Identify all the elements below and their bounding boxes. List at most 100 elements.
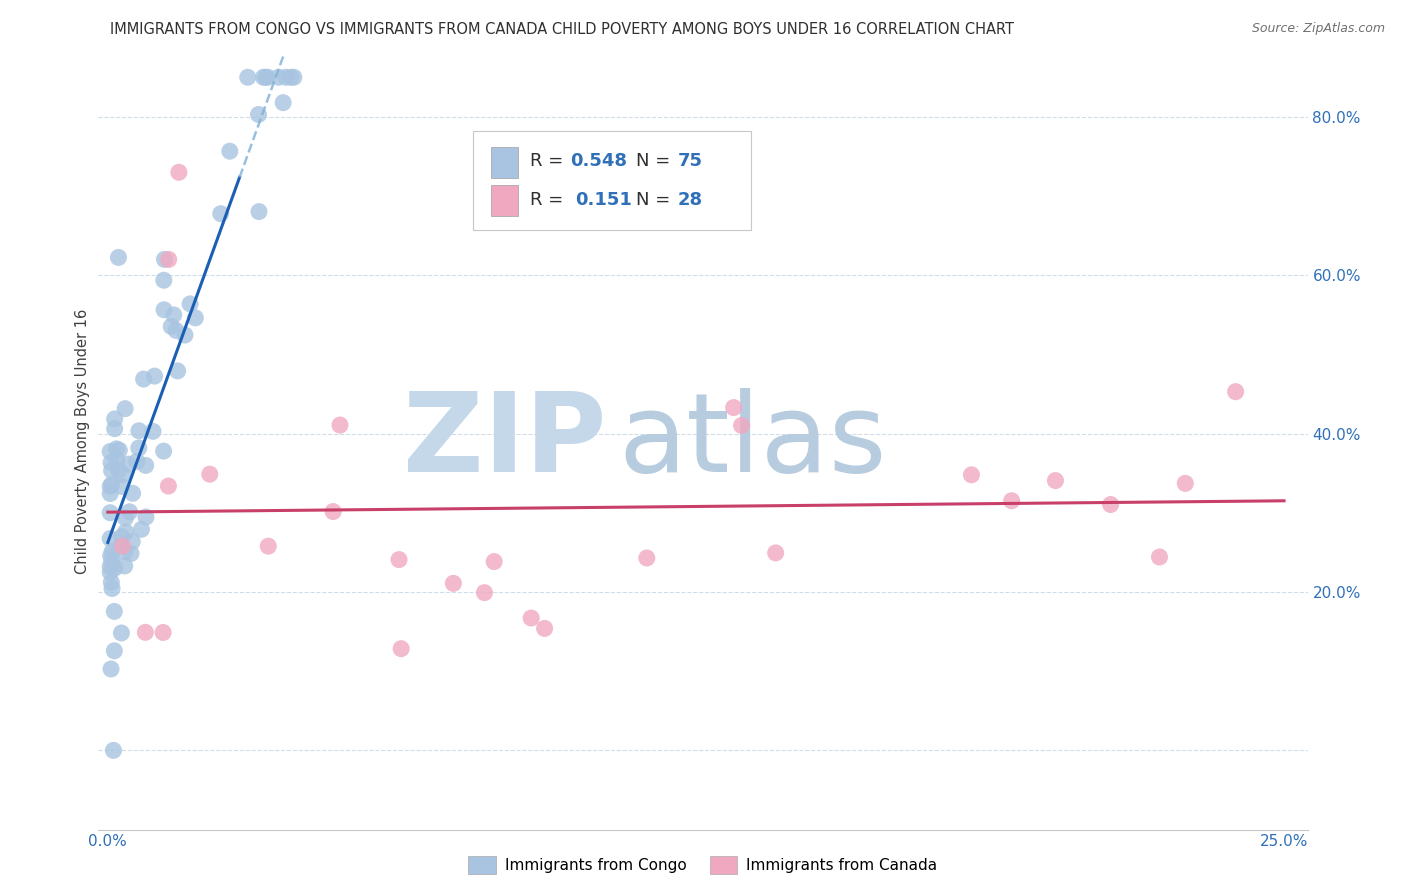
Point bbox=[111, 539, 134, 553]
Point bbox=[103, 604, 125, 618]
Text: 28: 28 bbox=[678, 191, 703, 210]
Point bbox=[110, 626, 132, 640]
Point bbox=[247, 107, 270, 121]
Point bbox=[247, 204, 270, 219]
Point bbox=[120, 546, 142, 560]
Point bbox=[157, 252, 180, 267]
Point bbox=[520, 611, 543, 625]
Point bbox=[152, 444, 174, 458]
Point bbox=[101, 544, 124, 558]
Point bbox=[100, 477, 122, 491]
Point bbox=[153, 252, 176, 267]
Point bbox=[128, 441, 150, 455]
Point bbox=[100, 464, 122, 478]
Point bbox=[100, 549, 122, 563]
Point bbox=[100, 455, 122, 469]
Point bbox=[389, 641, 412, 656]
Point bbox=[179, 297, 201, 311]
Text: R =: R = bbox=[530, 153, 569, 170]
Point bbox=[152, 273, 174, 287]
Text: R =: R = bbox=[530, 191, 575, 210]
Text: ZIP: ZIP bbox=[404, 388, 606, 495]
Point bbox=[274, 70, 297, 85]
Y-axis label: Child Poverty Among Boys Under 16: Child Poverty Among Boys Under 16 bbox=[75, 309, 90, 574]
Text: Source: ZipAtlas.com: Source: ZipAtlas.com bbox=[1251, 22, 1385, 36]
Text: 75: 75 bbox=[678, 153, 703, 170]
Point bbox=[131, 522, 153, 536]
Point bbox=[184, 310, 207, 325]
Point bbox=[280, 70, 302, 85]
Point bbox=[111, 467, 134, 482]
Point bbox=[218, 144, 240, 158]
Point bbox=[165, 323, 187, 337]
Point bbox=[960, 467, 983, 482]
Point bbox=[533, 621, 555, 635]
Point bbox=[174, 328, 197, 343]
Point bbox=[1001, 493, 1024, 508]
Point bbox=[135, 510, 157, 524]
Point bbox=[104, 561, 127, 575]
Point bbox=[257, 539, 280, 553]
Point bbox=[198, 467, 221, 482]
Point bbox=[1149, 549, 1171, 564]
Point bbox=[107, 463, 129, 477]
Point bbox=[98, 532, 121, 546]
Legend: Immigrants from Congo, Immigrants from Canada: Immigrants from Congo, Immigrants from C… bbox=[463, 850, 943, 880]
Point bbox=[100, 662, 122, 676]
Point bbox=[110, 539, 132, 553]
Point bbox=[103, 644, 125, 658]
Point bbox=[105, 442, 128, 456]
Point bbox=[765, 546, 787, 560]
Point bbox=[167, 165, 190, 179]
Point bbox=[104, 412, 127, 426]
Point bbox=[160, 319, 183, 334]
Point bbox=[153, 302, 176, 317]
Point bbox=[114, 524, 136, 539]
Text: 0.548: 0.548 bbox=[569, 153, 627, 170]
Point bbox=[111, 530, 134, 544]
Point bbox=[101, 582, 124, 596]
Point bbox=[114, 545, 136, 559]
Point bbox=[98, 479, 121, 493]
Point bbox=[271, 95, 294, 110]
Point bbox=[111, 479, 134, 493]
Text: IMMIGRANTS FROM CONGO VS IMMIGRANTS FROM CANADA CHILD POVERTY AMONG BOYS UNDER 1: IMMIGRANTS FROM CONGO VS IMMIGRANTS FROM… bbox=[111, 22, 1014, 37]
Point bbox=[267, 70, 290, 85]
Point bbox=[163, 308, 186, 322]
Text: N =: N = bbox=[637, 191, 676, 210]
Point bbox=[121, 534, 143, 549]
Point bbox=[132, 372, 155, 386]
Point bbox=[135, 458, 157, 473]
Point bbox=[209, 207, 232, 221]
Point bbox=[152, 625, 174, 640]
Point bbox=[730, 418, 752, 433]
Point bbox=[256, 70, 278, 85]
Point bbox=[98, 486, 121, 500]
Point bbox=[114, 558, 136, 573]
Point bbox=[636, 551, 658, 566]
Point bbox=[482, 555, 505, 569]
Point bbox=[388, 552, 411, 566]
Point bbox=[103, 743, 125, 757]
Point bbox=[98, 506, 121, 520]
Point bbox=[283, 70, 305, 85]
Point bbox=[121, 486, 143, 500]
Point bbox=[474, 585, 496, 599]
Point bbox=[100, 575, 122, 590]
Point bbox=[166, 364, 188, 378]
Point bbox=[105, 452, 128, 467]
Point bbox=[236, 70, 259, 85]
FancyBboxPatch shape bbox=[474, 131, 751, 230]
Point bbox=[723, 401, 745, 415]
Point bbox=[114, 401, 136, 416]
Point bbox=[157, 479, 180, 493]
Point bbox=[128, 424, 150, 438]
Point bbox=[98, 559, 121, 574]
Bar bbox=[492, 186, 517, 217]
Point bbox=[107, 251, 129, 265]
Point bbox=[117, 457, 139, 471]
Point bbox=[125, 454, 148, 468]
Point bbox=[322, 504, 344, 518]
Point bbox=[254, 70, 277, 85]
Text: atlas: atlas bbox=[619, 388, 887, 495]
